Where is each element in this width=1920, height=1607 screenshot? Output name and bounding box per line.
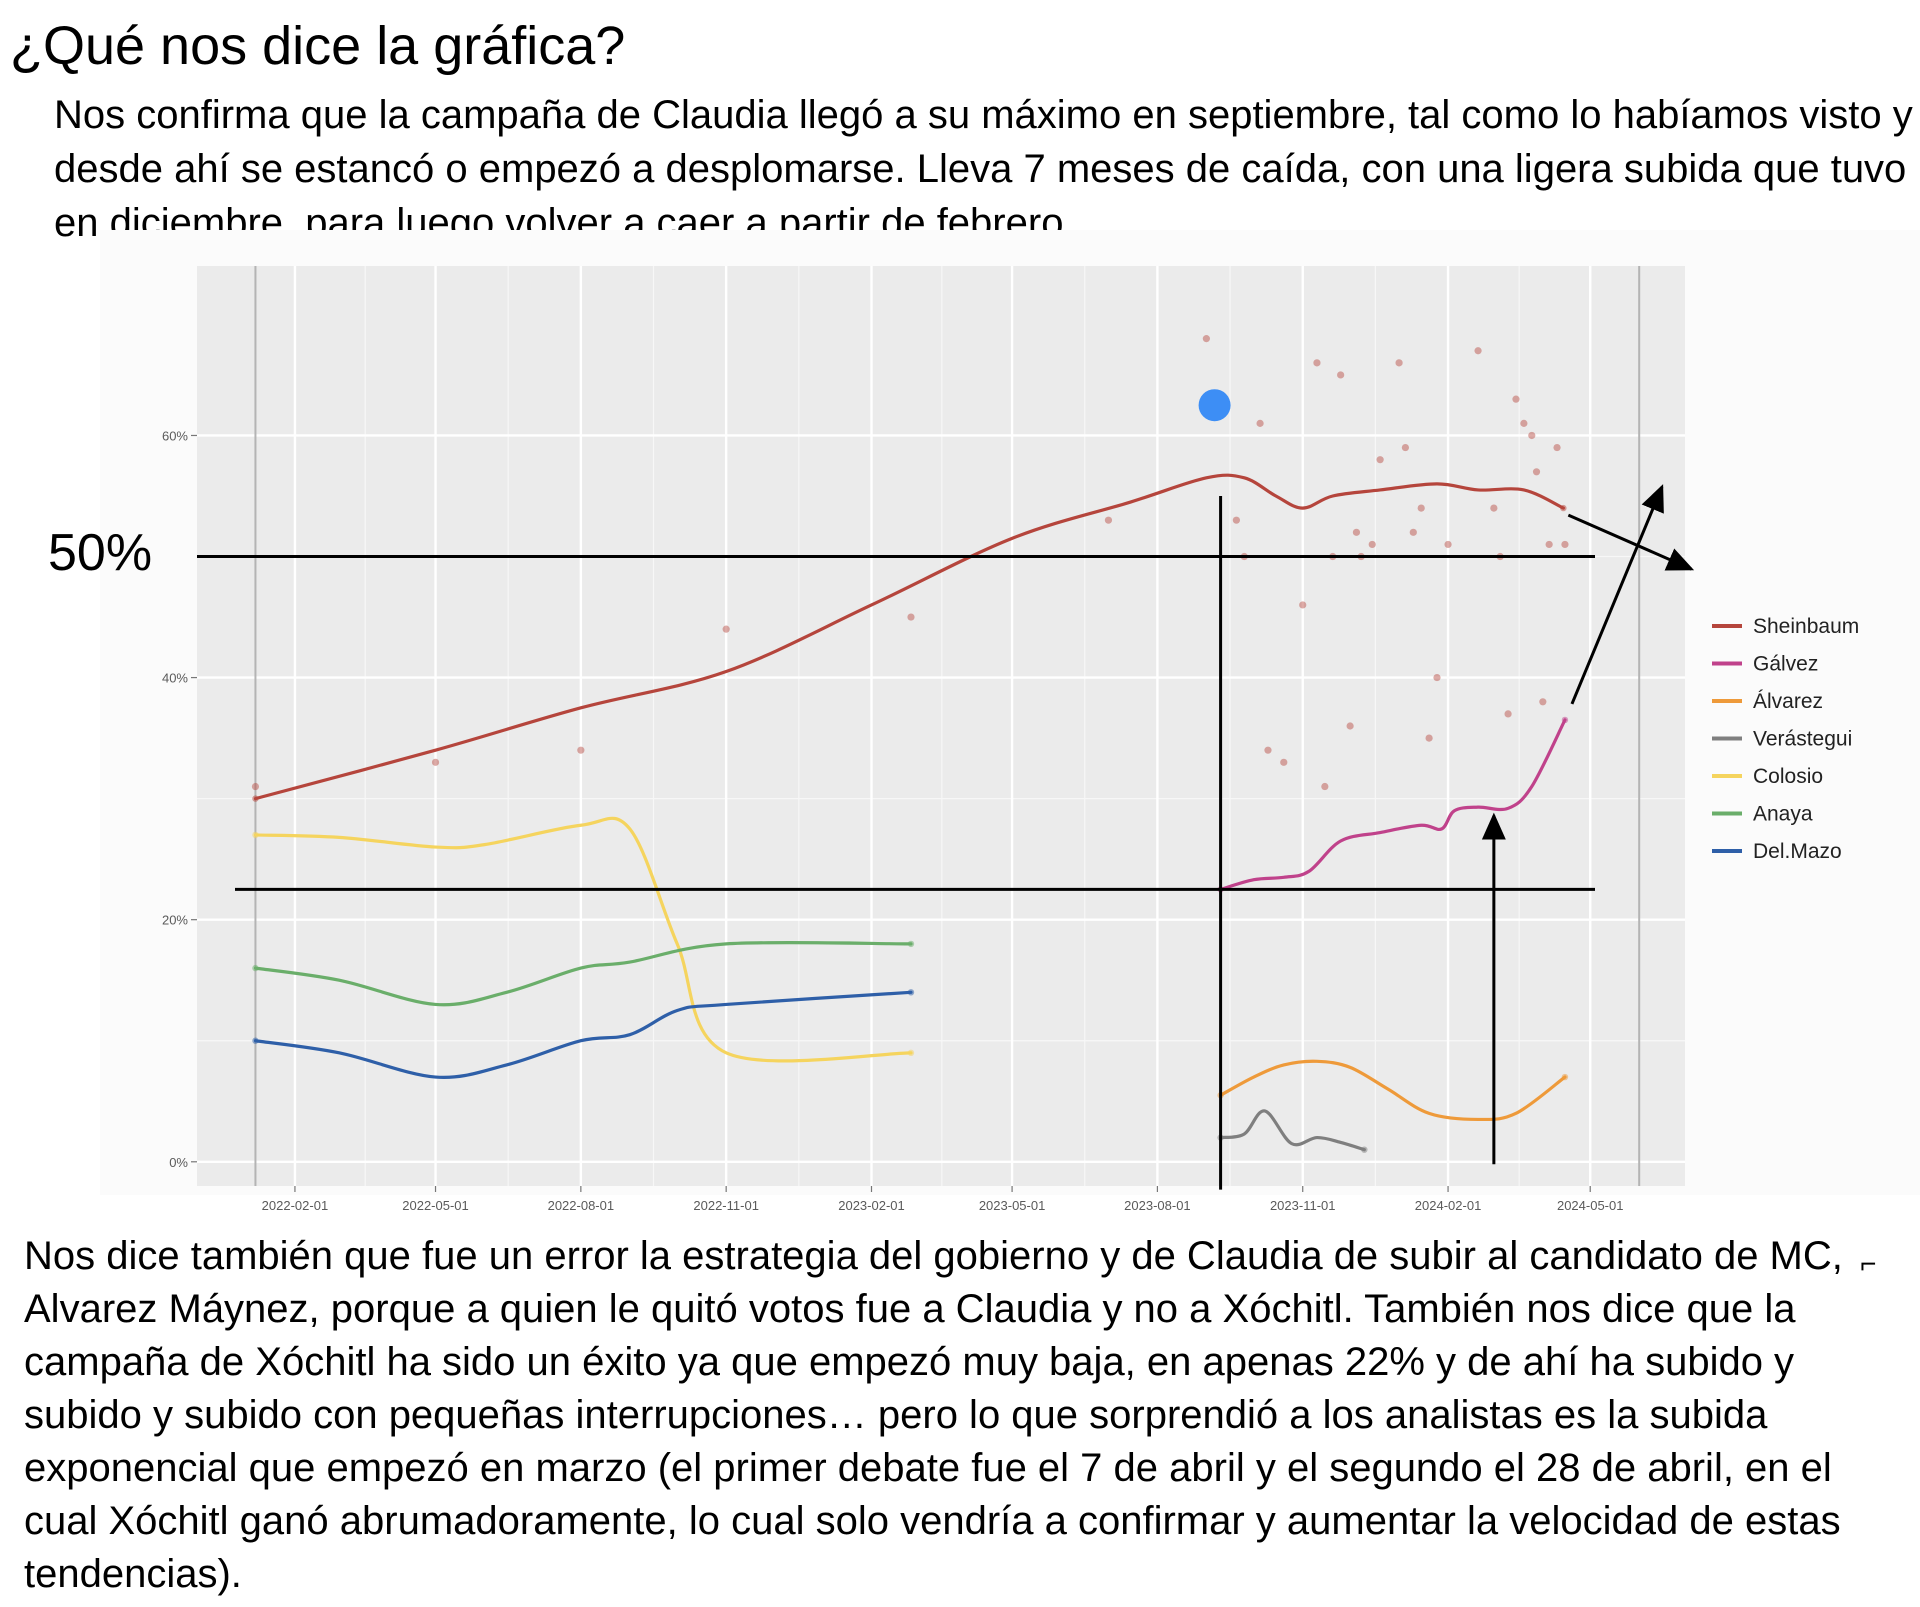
series-line-del-mazo [253,990,913,1079]
series-line-galvez [1218,718,1567,892]
highlight-dot [1198,389,1231,422]
series-endpoint [252,831,259,839]
series-line-anaya [253,940,913,1007]
series-endpoint [252,964,259,972]
y-axis-ticks: 0% 20% 40% 60% [162,428,197,1170]
poll-point [1512,395,1520,403]
stray-mark: ⌐ [1860,1248,1877,1279]
legend-label: Colosio [1753,765,1823,788]
legend-label: Álvarez [1753,690,1823,713]
poll-point [1539,698,1547,706]
poll-point [1528,431,1536,440]
poll-point [1504,710,1512,718]
timeline-vertical-lines [254,266,1641,1186]
x-tick-label: 2023-08-01 [1124,1198,1191,1213]
series-endpoint [252,795,259,802]
galvez-rise-arrow [1570,484,1664,705]
series-line-verastegui [1218,1109,1366,1152]
series-line-colosio [253,816,913,1063]
poll-point [1337,371,1345,379]
poll-point [1520,419,1528,427]
legend-label: Verástegui [1753,728,1852,751]
poll-point [1409,528,1417,536]
poll-point [1321,782,1329,791]
legend: Sheinbaum Gálvez Álvarez Verástegui Colosio A… [1712,615,1859,863]
x-tick-label: 2022-11-01 [693,1198,759,1213]
series-endpoint [252,1037,259,1044]
legend-label: Del.Mazo [1753,840,1842,863]
series-endpoint [907,1049,915,1057]
series-endpoint [1361,1146,1368,1153]
poll-point [1417,504,1425,512]
poll-point [1232,516,1240,524]
series-endpoint [1561,1073,1569,1081]
poll-point [1433,673,1441,682]
grid-major [197,266,1685,1186]
fifty-percent-label: 50% [48,524,152,582]
poll-point [1104,516,1113,524]
legend-label: Anaya [1753,803,1813,826]
poll-point [251,782,260,791]
poll-point [1352,528,1361,536]
poll-point [1401,443,1410,452]
series-endpoint [907,940,915,948]
y-tick-label: 20% [162,913,188,928]
x-tick-label: 2024-05-01 [1557,1198,1624,1213]
page-heading: ¿Qué nos dice la gráfica? [10,16,626,76]
series-line-alvarez [1218,1059,1567,1122]
poll-point [1368,540,1376,549]
poll-point [1425,734,1433,742]
poll-point [1490,504,1498,512]
sheinbaum-fall-arrow [1567,513,1695,571]
y-tick-label: 60% [162,428,188,443]
poll-point [1264,746,1272,754]
chart: 2022-02-01 2022-05-01 2022-08-01 2022-11-01… [48,266,1860,1213]
x-tick-label: 2022-05-01 [402,1198,469,1213]
series-endpoint [1560,504,1567,512]
poll-point [1346,722,1354,730]
series-endpoint [907,989,915,996]
y-tick-label: 0% [169,1155,188,1170]
x-axis-ticks: 2022-02-01 2022-05-01 2022-08-01 2022-11-01… [262,1186,1624,1213]
series-line-sheinbaum [253,473,1565,801]
poll-point [1553,443,1561,452]
poll-point [1545,540,1553,549]
poll-point [1376,456,1384,464]
poll-point [1474,347,1482,355]
poll-point [1313,359,1321,367]
body-paragraph: Nos dice también que fue un error la est… [24,1234,1843,1596]
intro-paragraph: Nos confirma que la campaña de Claudia l… [54,93,1913,245]
poll-point [1444,540,1452,549]
x-tick-label: 2022-08-01 [548,1198,615,1213]
legend-label: Sheinbaum [1753,615,1859,638]
x-tick-label: 2024-02-01 [1415,1198,1482,1213]
poll-point [431,758,440,766]
series-lines [252,473,1569,1153]
poll-point [1561,540,1569,549]
annotations [197,389,1695,1190]
series-endpoint [1561,716,1569,724]
x-tick-label: 2023-05-01 [979,1198,1046,1213]
poll-point [1299,601,1307,609]
plot-panel [197,266,1685,1186]
poll-point [1395,359,1403,367]
poll-point [1280,758,1288,766]
x-tick-label: 2022-02-01 [262,1198,329,1213]
poll-point [577,746,585,754]
x-tick-label: 2023-11-01 [1270,1198,1336,1213]
x-tick-label: 2023-02-01 [838,1198,905,1213]
y-tick-label: 40% [162,671,188,686]
poll-point [907,613,915,621]
poll-point [1532,468,1541,476]
legend-label: Gálvez [1753,653,1818,676]
poll-point [1202,335,1210,343]
poll-points [251,335,1569,791]
poll-point [722,625,730,633]
poll-point [1256,419,1264,427]
